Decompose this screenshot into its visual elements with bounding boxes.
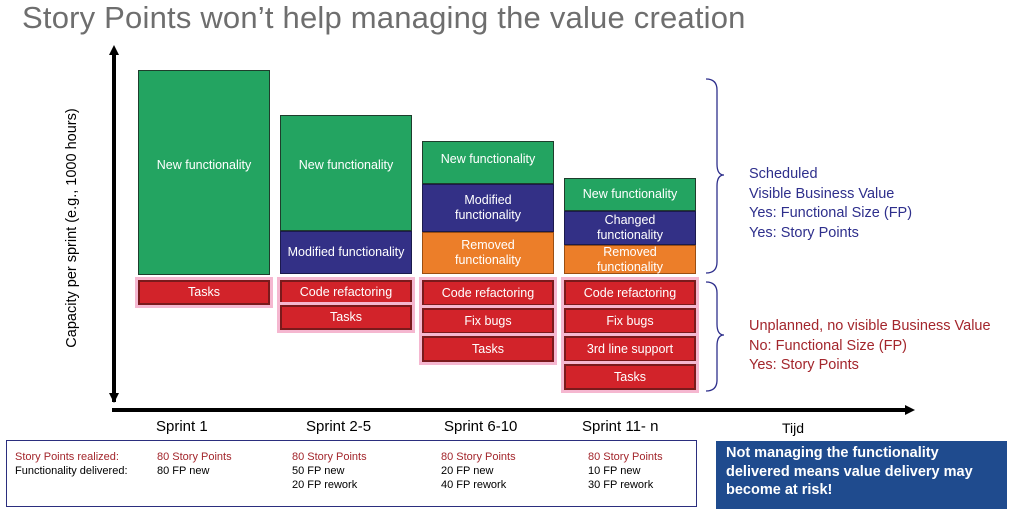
sprint-label: Sprint 11- n: [582, 418, 659, 435]
sprint-4-fix-bugs: Fix bugs: [564, 308, 696, 334]
sprint-2-fp-new: 50 FP new: [292, 465, 345, 477]
legend-scheduled: Scheduled Visible Business Value Yes: Fu…: [749, 165, 912, 243]
brace-scheduled: [705, 78, 725, 274]
sprint-2-code-refactoring: Code refactoring: [280, 280, 412, 305]
sprint-3-code-refactoring: Code refactoring: [422, 280, 554, 306]
y-axis-label: Capacity per sprint (e.g., 1000 hours): [64, 108, 80, 348]
page-title: Story Points won’t help managing the val…: [22, 0, 746, 35]
sprint-4-removed-functionality: Removed functionality: [564, 245, 696, 274]
sprint-3-modified-functionality: Modified functionality: [422, 184, 554, 232]
legend-line: No: Functional Size (FP): [749, 337, 907, 354]
sprint-4-3rd-line-support: 3rd line support: [564, 336, 696, 362]
sprint-1-story-points: 80 Story Points: [157, 451, 232, 463]
sprint-4-code-refactoring: Code refactoring: [564, 280, 696, 306]
story-points-label: Story Points realized:: [15, 451, 119, 463]
sprint-2-new-functionality: New functionality: [280, 115, 412, 231]
sprint-2-tasks: Tasks: [280, 305, 412, 330]
sprint-label: Sprint 1: [156, 418, 208, 435]
summary-box: Story Points realized: Functionality del…: [6, 440, 697, 507]
sprint-3-fix-bugs: Fix bugs: [422, 308, 554, 334]
sprint-4-story-points: 80 Story Points: [588, 451, 663, 463]
sprint-4-tasks: Tasks: [564, 364, 696, 390]
sprint-1-tasks: Tasks: [138, 280, 270, 305]
sprint-2-modified-functionality: Modified functionality: [280, 231, 412, 274]
sprint-2-story-points: 80 Story Points: [292, 451, 367, 463]
x-axis-label: Tijd: [782, 420, 805, 436]
sprint-3-fp-rework: 40 FP rework: [441, 479, 507, 491]
sprint-4-fp-new: 10 FP new: [588, 465, 641, 477]
sprint-3-new-functionality: New functionality: [422, 141, 554, 184]
sprint-4-fp-rework: 30 FP rework: [588, 479, 654, 491]
sprint-3-tasks: Tasks: [422, 336, 554, 362]
sprint-label: Sprint 2-5: [306, 418, 372, 435]
sprint-4-changed-functionality: Changed functionality: [564, 211, 696, 245]
legend-line: Yes: Story Points: [749, 357, 859, 373]
sprint-2-fp-rework: 20 FP rework: [292, 479, 358, 491]
legend-unplanned: Unplanned, no visible Business Value No:…: [749, 317, 991, 376]
sprint-1-fp: 80 FP new: [157, 465, 210, 477]
sprint-label: Sprint 6-10: [444, 418, 518, 435]
brace-unplanned: [705, 281, 725, 392]
sprint-3-removed-functionality: Removed functionality: [422, 232, 554, 274]
legend-line: Yes: Functional Size (FP): [749, 205, 913, 221]
functionality-label: Functionality delivered:: [15, 465, 128, 477]
sprint-3-fp-new: 20 FP new: [441, 465, 494, 477]
sprint-1-new-functionality: New functionality: [138, 70, 270, 275]
legend-line: Yes: Story Points: [749, 224, 859, 241]
legend-line: Scheduled: [749, 166, 818, 182]
risk-callout: Not managing the functionality delivered…: [716, 441, 1007, 509]
legend-line: Visible Business Value: [749, 185, 895, 202]
legend-line: Unplanned, no visible Business Value: [749, 318, 991, 334]
sprint-4-new-functionality: New functionality: [564, 178, 696, 211]
sprint-3-story-points: 80 Story Points: [441, 451, 516, 463]
